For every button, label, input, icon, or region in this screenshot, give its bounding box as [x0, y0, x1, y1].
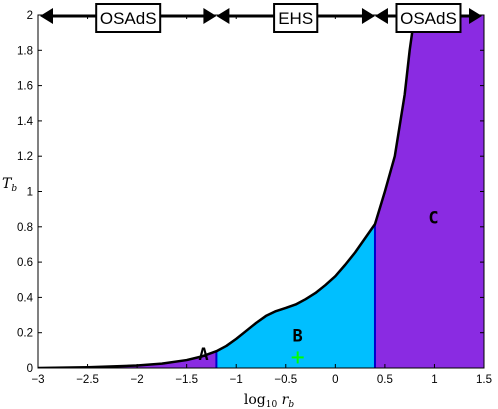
region-label-A: A: [198, 345, 208, 365]
phase-annotations: OSAdS EHS OSAdS: [40, 3, 482, 33]
y-axis-label: Tb: [2, 176, 17, 194]
arrowhead-right-icon: [469, 8, 482, 24]
phase-label-box: [273, 3, 319, 33]
region-label-C: C: [428, 208, 438, 228]
arrowhead-right-icon: [361, 8, 375, 24]
phase-label: OSAdS: [100, 9, 157, 28]
y-tick-label: 0.4: [17, 292, 34, 304]
region-B: [216, 224, 375, 368]
phase-osads-annotation: OSAdS: [40, 3, 217, 33]
tb-curve-line: [38, 15, 416, 368]
marker-layer: [291, 351, 304, 364]
phase-ehs-annotation: EHS: [216, 3, 375, 33]
x-tick-label: −3: [31, 374, 44, 386]
region-C: [374, 15, 484, 368]
x-tick-label: −1: [230, 374, 243, 386]
y-tick-label: 0.6: [17, 257, 33, 269]
y-tick-label: 1.6: [17, 81, 33, 93]
curve-layer: [38, 15, 416, 368]
boundary-lines: [215, 224, 376, 368]
x-axis-label: log10 rb: [244, 392, 294, 409]
phase-label: OSAdS: [400, 9, 457, 28]
axis-ticks: −3 −2.5 −2 −1.5 −1 −0.5 0 0.5 1 1.5 0 0.2 0.4 0.6 0.8 1…: [17, 10, 492, 386]
y-tick-label: 1.2: [17, 151, 33, 163]
phase-label-box: [395, 3, 462, 33]
arrowhead-left-icon: [374, 8, 388, 24]
x-tick-label: 1.5: [476, 374, 492, 386]
x-tick-label: −0.5: [274, 374, 297, 386]
y-tick-label: 2: [27, 10, 33, 22]
region-labels: A B C: [198, 208, 438, 365]
x-tick-label: −2: [131, 374, 144, 386]
region-A: [38, 351, 217, 368]
y-tick-label: 0.8: [17, 222, 33, 234]
x-tick-label: −2.5: [76, 374, 99, 386]
phase-label-box: [95, 3, 162, 33]
x-tick-label: 0: [332, 374, 338, 386]
x-tick-label: 0.5: [377, 374, 393, 386]
green-cross-marker: [291, 351, 304, 364]
x-tick-label: −1.5: [175, 374, 198, 386]
y-tick-label: 1: [27, 187, 33, 199]
phase-label: EHS: [278, 9, 313, 28]
regions-layer: [38, 15, 484, 368]
arrowhead-left-icon: [216, 8, 230, 24]
y-tick-label: 1.8: [17, 45, 33, 57]
phase-osads-annotation: OSAdS: [374, 3, 482, 33]
y-tick-label: 0: [27, 363, 33, 375]
region-label-B: B: [293, 327, 303, 347]
y-tick-label: 1.4: [17, 116, 34, 128]
arrowhead-left-icon: [40, 8, 53, 24]
y-tick-label: 0.2: [17, 328, 33, 340]
arrowhead-right-icon: [203, 8, 217, 24]
x-tick-label: 1: [431, 374, 437, 386]
